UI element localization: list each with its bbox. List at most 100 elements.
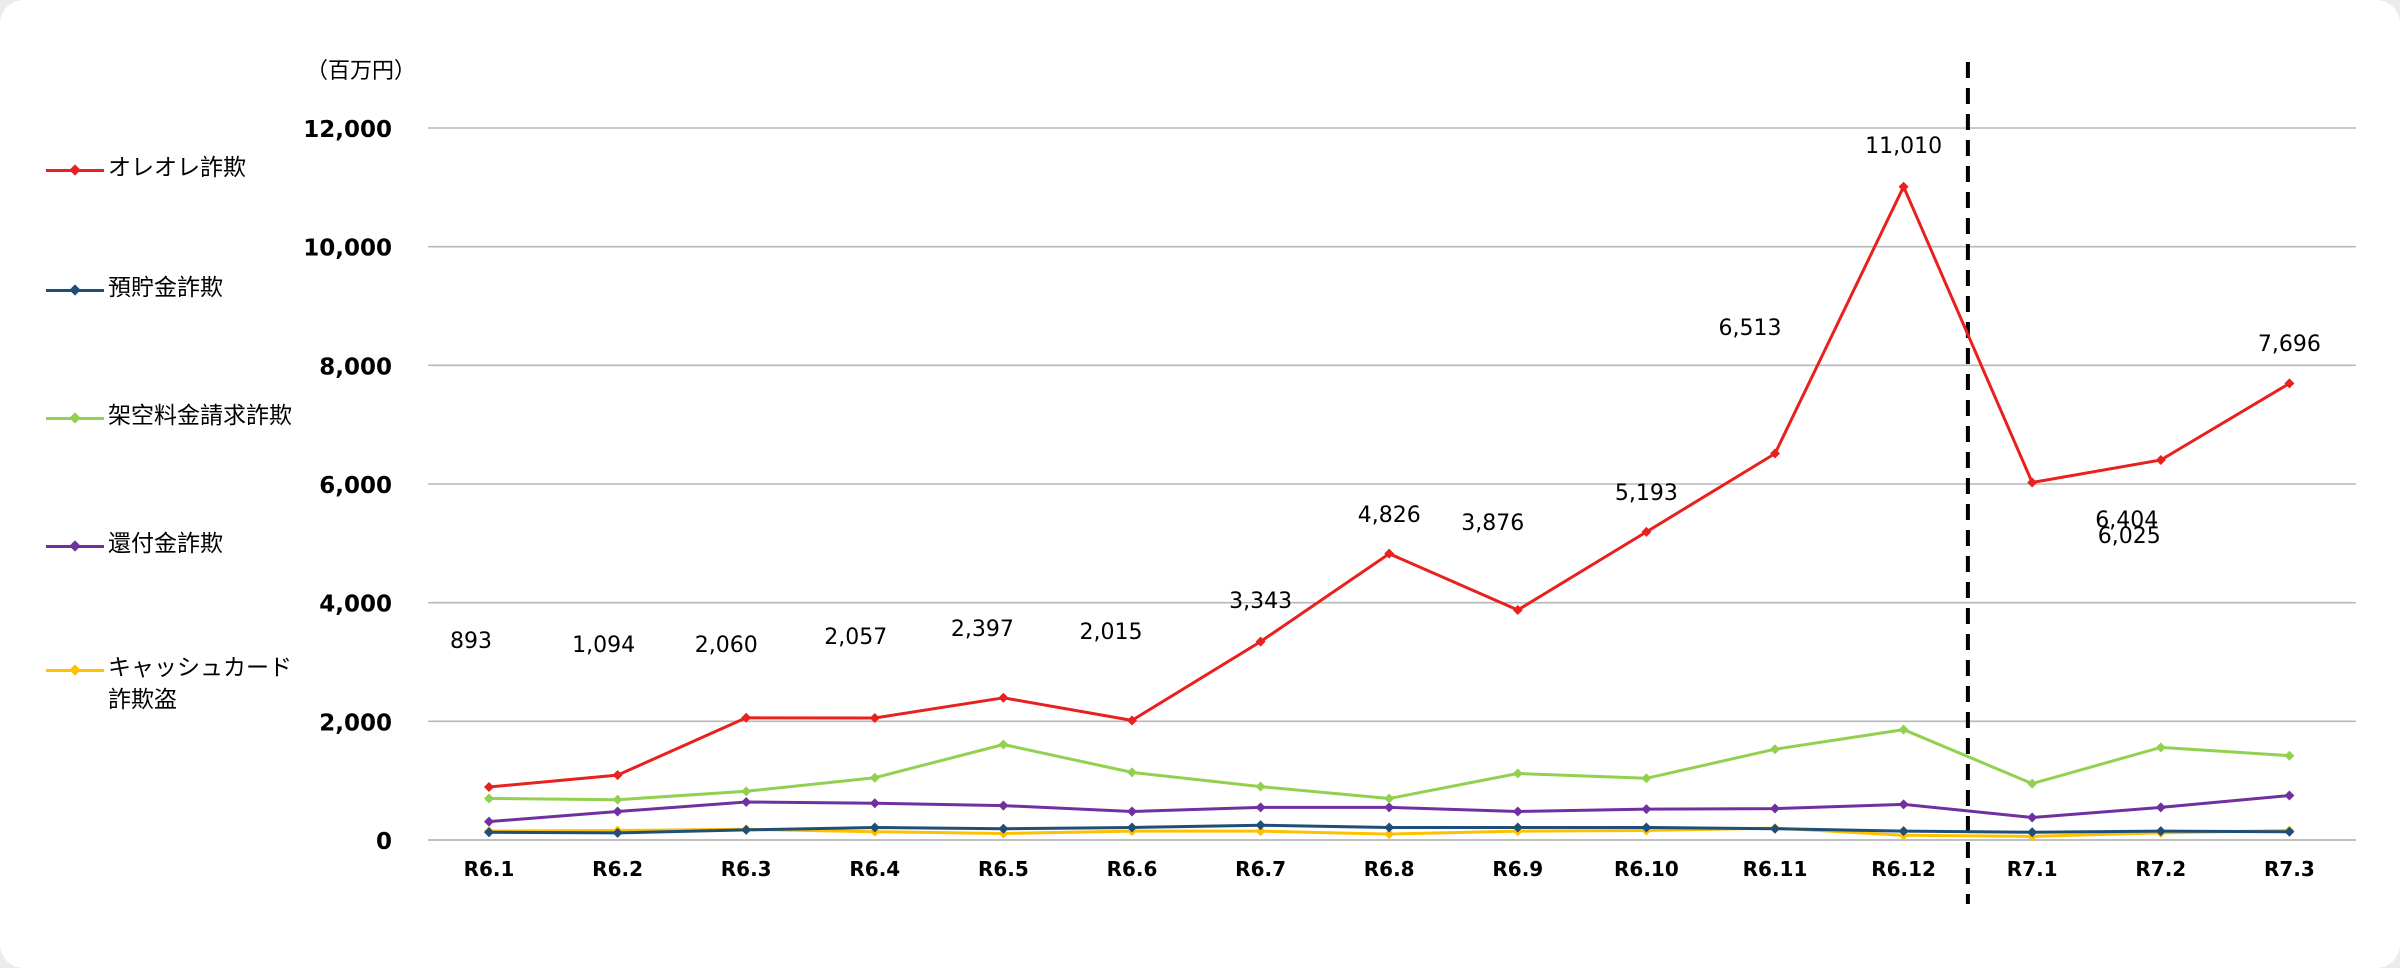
x-tick-label: R7.1 (2007, 857, 2058, 881)
data-point (1384, 548, 1395, 559)
data-point (612, 827, 623, 838)
data-point (1898, 724, 1909, 735)
data-point (2155, 742, 2166, 753)
legend-label: 預貯金詐欺 (108, 275, 223, 301)
series-group (484, 181, 2295, 793)
data-point (1898, 826, 1909, 837)
data-label: 6,404 (2095, 508, 2158, 533)
data-point (1641, 526, 1652, 537)
series-group (484, 820, 2295, 838)
data-point (2027, 477, 2038, 488)
data-point (1127, 806, 1137, 817)
data-point (1512, 605, 1523, 616)
series-line (488, 728, 2290, 802)
y-axis-unit-label: （百万円） (306, 59, 416, 84)
data-point (1512, 822, 1523, 833)
legend-item: 預貯金詐欺 (46, 272, 223, 308)
x-tick-label: R6.7 (1235, 857, 1286, 881)
data-point (612, 806, 623, 817)
y-tick-label: 6,000 (319, 473, 392, 499)
x-tick-label: R6.10 (1614, 857, 1679, 881)
data-point (1770, 823, 1780, 834)
data-point (2027, 778, 2038, 789)
data-point (1255, 781, 1266, 792)
legend-swatch (46, 152, 108, 188)
x-tick-label: R6.6 (1107, 857, 1158, 881)
data-point (2284, 790, 2295, 801)
data-label: 3,343 (1229, 589, 1292, 614)
data-label: 2,397 (951, 617, 1014, 642)
data-point (998, 800, 1009, 811)
data-point (1384, 802, 1395, 813)
data-point (1641, 804, 1652, 815)
y-tick-label: 4,000 (319, 592, 392, 618)
x-tick-label: R7.2 (2135, 857, 2186, 881)
data-point (1127, 767, 1137, 778)
x-tick-label: R6.9 (1492, 857, 1543, 881)
data-point (741, 797, 752, 808)
data-point (1770, 803, 1780, 814)
data-point (1255, 802, 1266, 813)
data-point (1255, 820, 1266, 831)
data-point (1127, 822, 1137, 833)
data-label: 6,513 (1719, 316, 1782, 341)
data-point (2155, 455, 2166, 466)
data-point (1512, 768, 1523, 779)
data-label: 2,015 (1080, 620, 1143, 645)
legend-label: 還付金詐欺 (108, 531, 223, 557)
data-label: 893 (450, 629, 492, 654)
data-label: 2,060 (695, 633, 758, 658)
x-tick-label: R6.4 (849, 857, 900, 881)
data-point (741, 824, 752, 835)
x-tick-label: R6.11 (1743, 857, 1808, 881)
data-point (1255, 636, 1266, 647)
y-tick-label: 2,000 (319, 710, 392, 736)
data-point (1255, 826, 1266, 837)
data-point (741, 712, 752, 723)
legend-label: オレオレ詐欺 (108, 155, 246, 181)
x-tick-label: R6.8 (1364, 857, 1415, 881)
legend-swatch (46, 272, 108, 308)
legend-item: 還付金詐欺 (46, 528, 223, 564)
y-tick-label: 8,000 (319, 354, 392, 380)
data-label: 3,876 (1461, 511, 1524, 536)
data-point (1384, 793, 1395, 804)
gridlines (428, 127, 2356, 841)
data-label: 6,025 (2098, 524, 2161, 549)
data-point (741, 786, 752, 797)
series-lines (484, 181, 2295, 842)
data-point (1384, 822, 1395, 833)
x-tick-label: R7.3 (2264, 857, 2315, 881)
data-point (869, 712, 880, 723)
data-label: 4,826 (1358, 503, 1421, 528)
data-point (2155, 802, 2166, 813)
x-tick-label: R6.3 (721, 857, 772, 881)
data-label: 5,193 (1615, 481, 1678, 506)
data-point (869, 772, 880, 783)
data-point (998, 823, 1009, 834)
series-line (488, 185, 2291, 789)
legend-item: キャッシュカード 詐欺盗 (46, 652, 292, 716)
data-point (484, 816, 494, 827)
data-point (869, 822, 880, 833)
series-group (484, 724, 2295, 805)
data-point (2027, 812, 2038, 823)
data-point (1770, 744, 1780, 755)
data-labels: 893 1,094 2,060 2,057 2,397 2,015 3,343 4,826 3,… (450, 134, 2321, 658)
legend-swatch (46, 528, 108, 564)
data-label: 1,094 (572, 633, 635, 658)
data-point (484, 793, 494, 804)
x-axis-ticks: R6.1 R6.2 R6.3 R6.4 R6.5 R6.6 R6.7 R6.8 R6.9 R6.1… (464, 857, 2315, 881)
legend-swatch (46, 652, 108, 688)
data-point (1898, 181, 1909, 192)
data-point (612, 770, 623, 781)
data-point (2284, 378, 2295, 389)
legend-item: 架空料金請求詐欺 (46, 400, 292, 436)
data-point (1127, 715, 1137, 726)
legend-swatch (46, 400, 108, 436)
data-point (2027, 827, 2038, 838)
data-point (998, 692, 1009, 703)
y-tick-label: 0 (376, 829, 392, 855)
